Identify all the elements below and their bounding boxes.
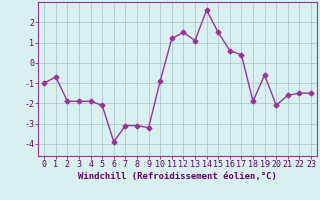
X-axis label: Windchill (Refroidissement éolien,°C): Windchill (Refroidissement éolien,°C) [78,172,277,181]
